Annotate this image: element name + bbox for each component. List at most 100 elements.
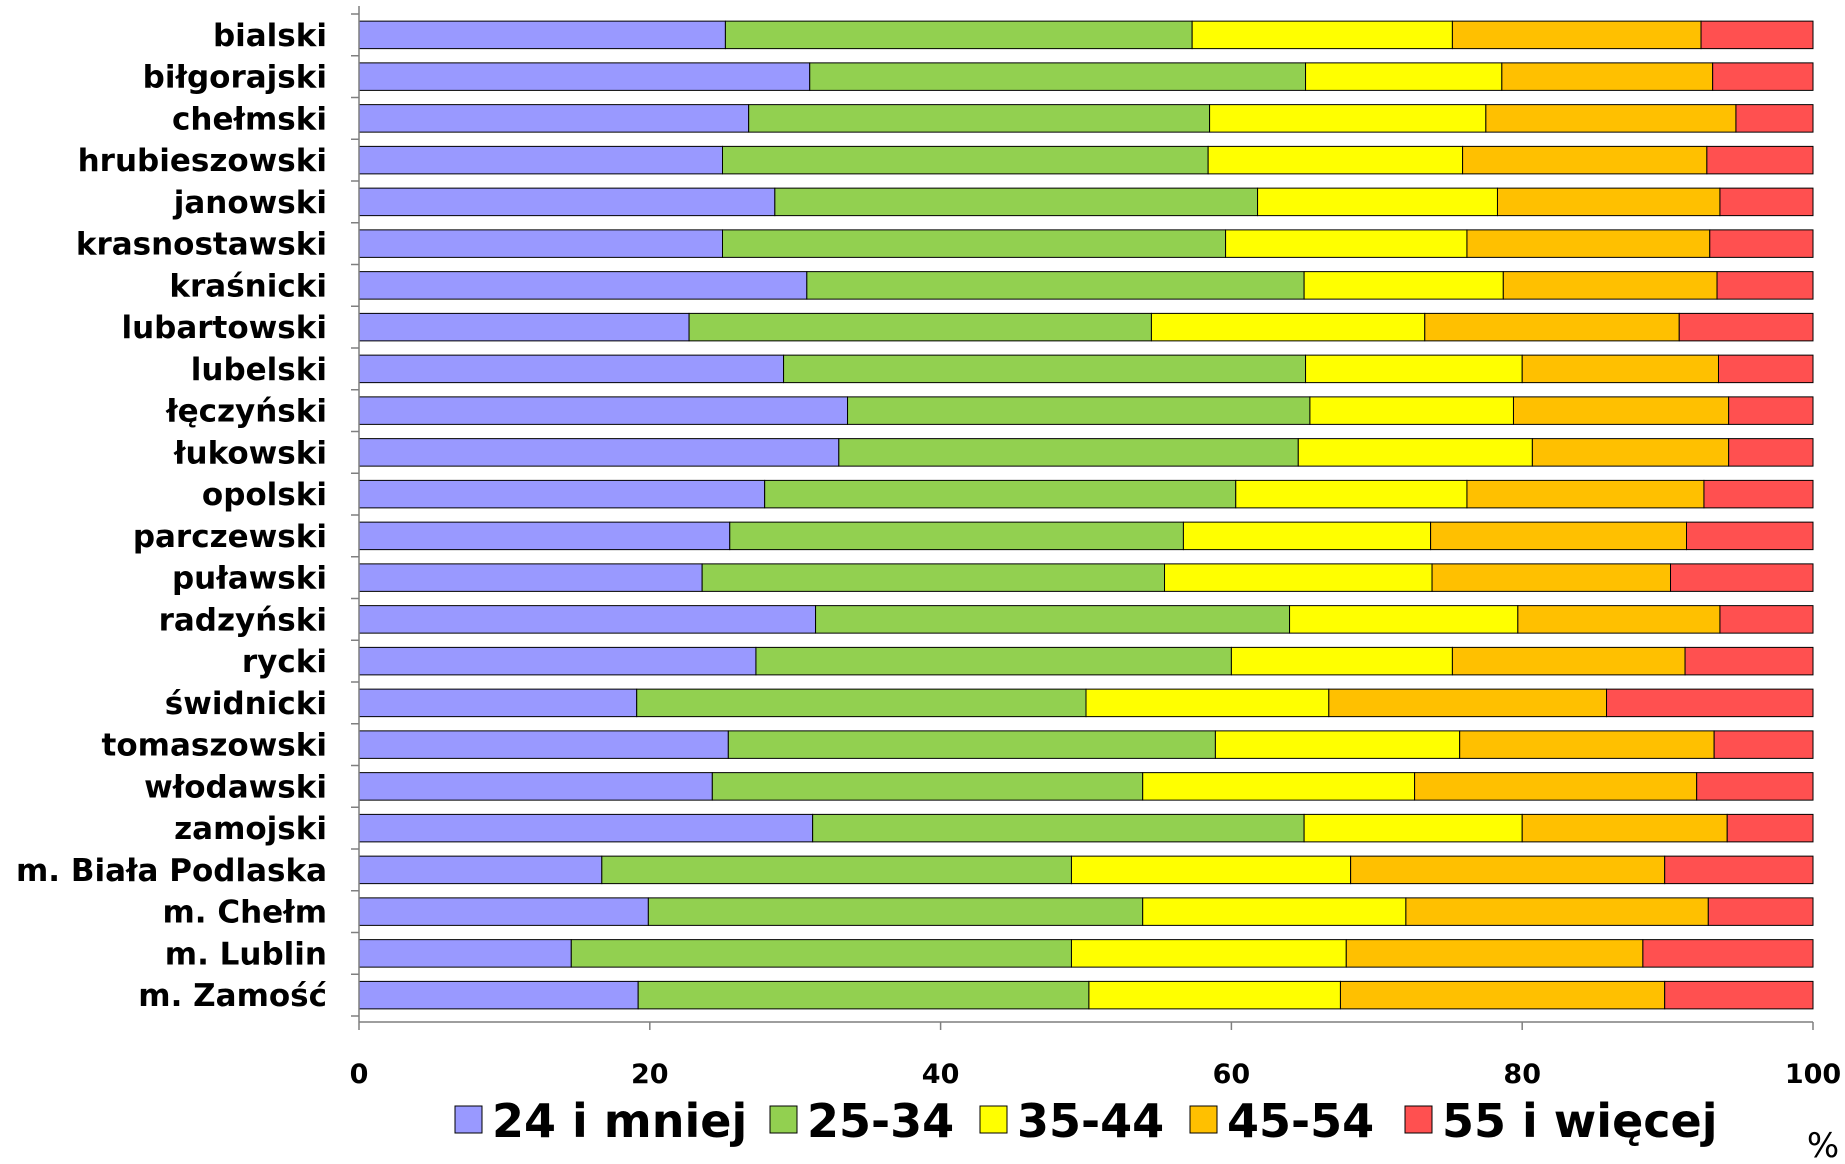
bar-segment-45-54 <box>1424 312 1680 342</box>
category-label: hrubieszowski <box>78 143 327 179</box>
category-label: zamojski <box>174 811 327 847</box>
category-label: bialski <box>213 18 327 54</box>
bar-segment-55-i-więcej <box>1684 646 1814 676</box>
legend-label: 45-54 <box>1227 1094 1374 1148</box>
bar-segment-35-44 <box>1235 479 1468 509</box>
bar-segment-35-44 <box>1305 62 1503 91</box>
bar-segment-24-i-mniej <box>358 312 690 342</box>
bar-segment-55-i-więcej <box>1728 396 1814 425</box>
bar-segment-25-34 <box>711 772 1144 801</box>
legend-swatch <box>979 1105 1008 1134</box>
category-label: lubelski <box>191 352 327 388</box>
category-label: radzyński <box>159 602 327 638</box>
category-label: kraśnicki <box>169 268 327 304</box>
bar-segment-25-34 <box>838 438 1299 467</box>
bar-segment-25-34 <box>570 939 1072 968</box>
axes-group <box>351 6 1814 1030</box>
bar-segment-45-54 <box>1512 396 1730 425</box>
bar-segment-55-i-więcej <box>1735 104 1814 133</box>
category-label: rycki <box>242 644 327 680</box>
bar-segment-45-54 <box>1521 813 1728 843</box>
category-label: łukowski <box>173 435 327 471</box>
bar-segment-55-i-więcej <box>1726 813 1814 843</box>
bar-segment-55-i-więcej <box>1717 354 1814 384</box>
bar-segment-25-34 <box>722 145 1209 175</box>
bar-segment-45-54 <box>1531 438 1730 467</box>
legend-label: 35-44 <box>1017 1094 1164 1148</box>
legend-label: 55 i więcej <box>1442 1094 1718 1148</box>
bar-segment-24-i-mniej <box>358 563 703 592</box>
bar-segment-25-34 <box>812 813 1305 843</box>
bar-segment-55-i-więcej <box>1713 730 1814 759</box>
bar-segment-55-i-więcej <box>1642 939 1814 968</box>
legend-swatch <box>1189 1105 1218 1134</box>
bar-segment-35-44 <box>1209 104 1487 133</box>
bar-segment-24-i-mniej <box>358 187 776 217</box>
category-label: krasnostawski <box>76 227 327 263</box>
bar-segment-24-i-mniej <box>358 688 638 718</box>
bar-segment-45-54 <box>1451 20 1702 50</box>
bar-segment-45-54 <box>1496 187 1721 217</box>
category-label: m. Chełm <box>162 895 327 931</box>
bar-segment-35-44 <box>1289 605 1519 634</box>
bar-segment-45-54 <box>1414 772 1698 801</box>
bar-segment-55-i-więcej <box>1719 605 1814 634</box>
bar-segment-25-34 <box>637 980 1090 1010</box>
bar-segment-35-44 <box>1085 688 1330 718</box>
bar-segment-35-44 <box>1191 20 1453 50</box>
bar-segment-25-34 <box>729 521 1184 551</box>
bar-segment-25-34 <box>774 187 1259 217</box>
bar-segment-55-i-więcej <box>1700 20 1814 50</box>
bar-segment-35-44 <box>1297 438 1533 467</box>
bar-segment-55-i-więcej <box>1719 187 1814 217</box>
bar-segment-45-54 <box>1485 104 1737 133</box>
bars-group <box>358 20 1814 1010</box>
category-label: świdnicki <box>165 686 327 722</box>
x-tick-label: 0 <box>350 1059 369 1090</box>
category-label: janowski <box>172 185 327 221</box>
bar-segment-55-i-więcej <box>1664 980 1814 1010</box>
x-tick-label: 20 <box>631 1059 669 1090</box>
category-label: łęczyński <box>165 394 327 430</box>
bar-segment-35-44 <box>1303 813 1523 843</box>
bar-segment-35-44 <box>1225 229 1468 258</box>
bar-segment-24-i-mniej <box>358 396 849 425</box>
bar-segment-45-54 <box>1521 354 1719 384</box>
category-label: włodawski <box>144 769 327 805</box>
bar-segment-55-i-więcej <box>1728 438 1814 467</box>
bar-segment-45-54 <box>1459 730 1715 759</box>
bar-segment-45-54 <box>1502 271 1718 300</box>
bar-segment-24-i-mniej <box>358 20 726 50</box>
bar-segment-35-44 <box>1207 145 1464 175</box>
legend-swatch <box>1404 1105 1433 1134</box>
category-label: tomaszowski <box>102 728 327 764</box>
bar-segment-45-54 <box>1466 479 1705 509</box>
bar-segment-24-i-mniej <box>358 229 723 258</box>
bar-segment-45-54 <box>1350 855 1666 885</box>
bar-segment-55-i-więcej <box>1686 521 1814 551</box>
bar-segment-55-i-więcej <box>1664 855 1814 885</box>
bar-segment-25-34 <box>688 312 1152 342</box>
bar-segment-24-i-mniej <box>358 646 757 676</box>
bar-segment-25-34 <box>636 688 1087 718</box>
bar-segment-45-54 <box>1345 939 1644 968</box>
bar-segment-45-54 <box>1430 521 1687 551</box>
category-label: m. Lublin <box>165 936 327 972</box>
bar-segment-24-i-mniej <box>358 271 808 300</box>
bar-segment-45-54 <box>1431 563 1672 592</box>
bar-segment-24-i-mniej <box>358 62 811 91</box>
bar-segment-45-54 <box>1501 62 1714 91</box>
x-tick-labels: 0 20 40 60 80 100 <box>350 1059 1842 1090</box>
bar-segment-24-i-mniej <box>358 605 817 634</box>
bar-segment-24-i-mniej <box>358 897 649 926</box>
bar-segment-55-i-więcej <box>1712 62 1814 91</box>
bar-segment-55-i-więcej <box>1706 145 1814 175</box>
legend-label: 24 i mniej <box>492 1094 747 1148</box>
bar-segment-25-34 <box>601 855 1072 885</box>
bar-segment-55-i-więcej <box>1709 229 1814 258</box>
unit-label: % <box>1807 1126 1839 1164</box>
bar-segment-45-54 <box>1462 145 1708 175</box>
bar-segment-35-44 <box>1230 646 1453 676</box>
bar-segment-24-i-mniej <box>358 521 731 551</box>
